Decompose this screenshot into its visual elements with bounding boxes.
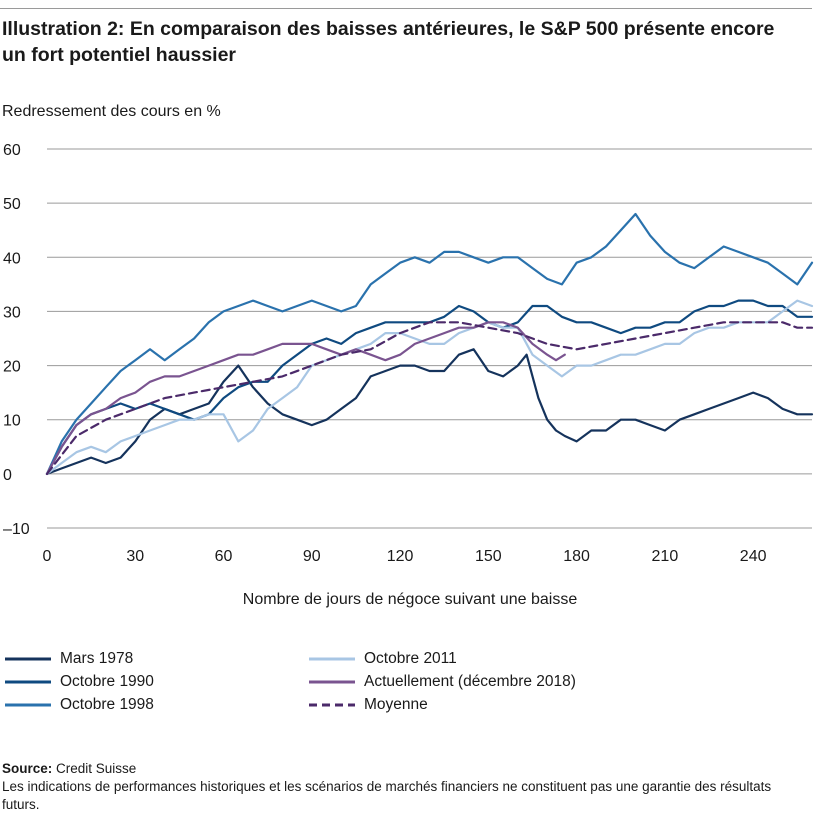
- legend-swatch: [5, 657, 51, 661]
- x-tick-label: 150: [475, 548, 502, 565]
- legend-item-3: Octobre 2011: [308, 648, 457, 670]
- x-tick-label: 30: [126, 548, 144, 565]
- y-tick-label: 20: [3, 359, 21, 376]
- x-tick-label: 180: [563, 548, 590, 565]
- legend-label: Octobre 1990: [60, 673, 154, 690]
- legend-item-0: Mars 1978: [4, 648, 133, 670]
- x-tick-label: 210: [652, 548, 679, 565]
- legend-swatch: [309, 657, 355, 661]
- legend-swatch: [309, 680, 355, 684]
- x-tick-label: 0: [43, 548, 52, 565]
- y-tick-label: 60: [3, 142, 21, 159]
- series-lines: [45, 212, 814, 475]
- legend-item-5: Moyenne: [308, 694, 428, 716]
- disclaimer: Les indications de performances historiq…: [2, 779, 772, 812]
- source-line: Source: Credit Suisse: [2, 760, 807, 778]
- series-line-4: [45, 321, 566, 475]
- legend-label: Mars 1978: [60, 650, 134, 667]
- legend-swatch: [5, 703, 51, 707]
- legend-label: Octobre 1998: [60, 696, 154, 713]
- x-tick-labels: 0 30 60 90 120 150 180 210 240: [43, 548, 767, 565]
- series-line-5: [45, 321, 814, 475]
- series-line-3: [45, 299, 814, 475]
- y-tick-label: 40: [3, 250, 21, 267]
- x-tick-label: 90: [303, 548, 321, 565]
- x-tick-label: 240: [740, 548, 767, 565]
- series-line-2: [45, 212, 814, 475]
- top-rule: [0, 8, 812, 9]
- legend-item-1: Octobre 1990: [4, 671, 154, 693]
- chart-title: Illustration 2: En comparaison des baiss…: [2, 18, 775, 66]
- source-label: Source:: [2, 761, 53, 776]
- legend: Mars 1978 Octobre 1990 Octobre 1998 Octobre…: [0, 648, 820, 720]
- legend-item-2: Octobre 1998: [4, 694, 154, 716]
- x-tick-label: 120: [387, 548, 414, 565]
- y-tick-label: 30: [3, 304, 21, 321]
- legend-swatch: [309, 703, 355, 707]
- y-tick-label: –10: [3, 521, 30, 538]
- y-tick-label: 50: [3, 196, 21, 213]
- legend-swatch: [5, 680, 51, 684]
- footer: Source: Credit Suisse Les indications de…: [2, 760, 807, 814]
- y-tick-labels: 60 50 40 30 20 10 0 –10: [3, 142, 30, 538]
- grid-lines: [47, 148, 812, 529]
- y-tick-label: 0: [3, 467, 12, 484]
- x-tick-label: 60: [215, 548, 233, 565]
- legend-item-4: Actuellement (décembre 2018): [308, 671, 576, 693]
- source-value: Credit Suisse: [56, 761, 137, 776]
- legend-label: Octobre 2011: [364, 650, 457, 667]
- legend-label: Actuellement (décembre 2018): [364, 673, 576, 690]
- y-tick-label: 10: [3, 413, 21, 430]
- series-line-0: [45, 348, 814, 475]
- y-axis-label: Redressement des cours en %: [2, 103, 221, 120]
- x-axis-label: Nombre de jours de négoce suivant une ba…: [243, 591, 578, 608]
- legend-label: Moyenne: [364, 696, 428, 713]
